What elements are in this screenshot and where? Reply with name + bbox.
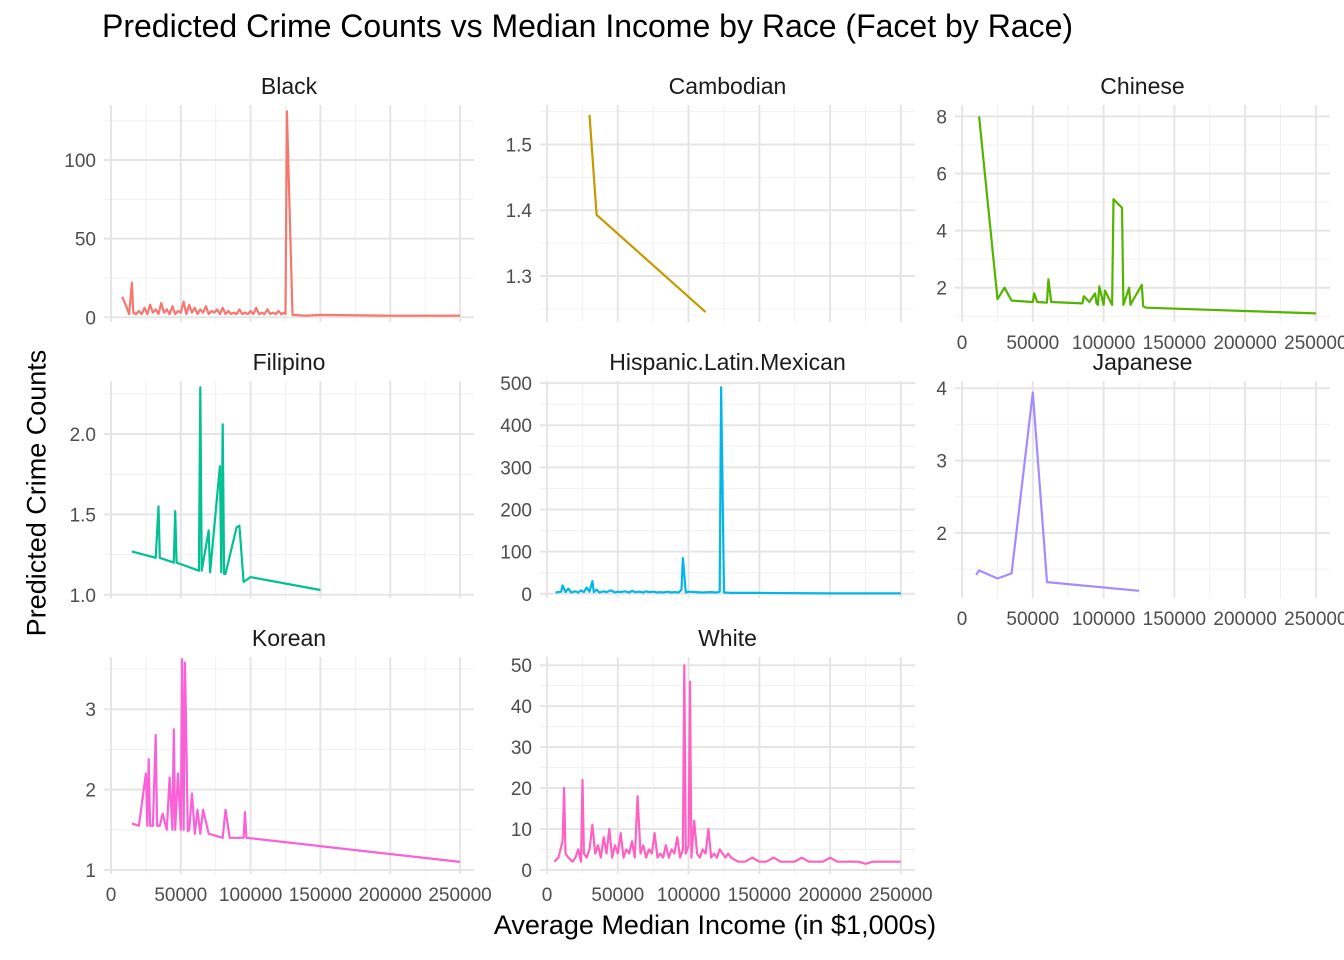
- white-x-tick-label: 150000: [728, 885, 791, 906]
- filipino-series-line: [131, 386, 321, 592]
- white-x-tick-label: 200000: [798, 885, 861, 906]
- japanese-y-tick-label: 3: [936, 452, 947, 473]
- japanese-facet-title: Japanese: [1093, 349, 1193, 375]
- chinese-x-tick-label: 0: [957, 333, 968, 354]
- white-x-tick-label: 100000: [657, 885, 720, 906]
- japanese-y-tick-label: 2: [936, 524, 947, 545]
- chart-title: Predicted Crime Counts vs Median Income …: [102, 8, 1074, 44]
- korean-x-tick-label: 150000: [289, 885, 352, 906]
- japanese-series-line: [975, 391, 1140, 592]
- korean-series-line: [131, 658, 461, 863]
- black-series-line: [121, 110, 460, 317]
- filipino-y-tick-label: 1.0: [70, 586, 96, 607]
- chinese-x-tick-label: 150000: [1143, 333, 1206, 354]
- white-x-tick-label: 0: [542, 885, 553, 906]
- cambodian-y-tick-label: 1.5: [506, 135, 532, 156]
- cambodian-series-line: [588, 114, 707, 313]
- hispanic-latin-mexican-facet-title: Hispanic.Latin.Mexican: [609, 349, 846, 375]
- japanese-x-tick-label: 100000: [1072, 609, 1135, 630]
- x-axis-title: Average Median Income (in $1,000s): [493, 910, 937, 940]
- japanese-y-tick-label: 4: [936, 379, 947, 400]
- white-y-tick-label: 10: [511, 820, 532, 841]
- chinese-x-tick-label: 100000: [1072, 333, 1135, 354]
- black-y-tick-label: 100: [64, 151, 96, 172]
- cambodian-facet-title: Cambodian: [669, 73, 787, 99]
- chinese-x-tick-label: 50000: [1006, 333, 1059, 354]
- white-y-tick-label: 20: [511, 779, 532, 800]
- hispanic-latin-mexican-y-tick-label: 300: [500, 458, 532, 479]
- korean-y-tick-label: 2: [85, 781, 96, 802]
- white-series-line: [553, 664, 901, 865]
- japanese-x-tick-label: 0: [957, 609, 968, 630]
- black-facet-title: Black: [261, 73, 318, 99]
- hispanic-latin-mexican-y-tick-label: 400: [500, 416, 532, 437]
- hispanic-latin-mexican-y-tick-label: 500: [500, 374, 532, 395]
- filipino-y-tick-label: 2.0: [70, 425, 96, 446]
- white-y-tick-label: 30: [511, 738, 532, 759]
- japanese-x-tick-label: 200000: [1213, 609, 1276, 630]
- white-y-tick-label: 0: [521, 861, 532, 882]
- hispanic-latin-mexican-y-tick-label: 100: [500, 543, 532, 564]
- korean-x-tick-label: 0: [106, 885, 117, 906]
- white-x-tick-label: 250000: [869, 885, 932, 906]
- white-facet-title: White: [698, 625, 757, 651]
- korean-facet-title: Korean: [252, 625, 326, 651]
- japanese-x-tick-label: 150000: [1143, 609, 1206, 630]
- white-x-tick-label: 50000: [591, 885, 644, 906]
- white-y-tick-label: 50: [511, 656, 532, 677]
- hispanic-latin-mexican-series-line: [555, 386, 901, 595]
- korean-x-tick-label: 250000: [428, 885, 491, 906]
- chinese-x-tick-label: 250000: [1284, 333, 1344, 354]
- chinese-series-line: [978, 116, 1316, 315]
- korean-x-tick-label: 200000: [359, 885, 422, 906]
- korean-x-tick-label: 50000: [154, 885, 207, 906]
- chinese-y-tick-label: 6: [936, 165, 947, 186]
- chinese-y-tick-label: 4: [936, 222, 947, 243]
- cambodian-y-tick-label: 1.4: [506, 201, 533, 222]
- hispanic-latin-mexican-y-tick-label: 200: [500, 501, 532, 522]
- japanese-x-tick-label: 50000: [1006, 609, 1059, 630]
- chinese-facet-title: Chinese: [1100, 73, 1184, 99]
- black-y-tick-label: 50: [75, 230, 96, 251]
- filipino-y-tick-label: 1.5: [70, 505, 96, 526]
- korean-x-tick-label: 100000: [219, 885, 282, 906]
- korean-y-tick-label: 1: [85, 861, 96, 882]
- cambodian-y-tick-label: 1.3: [506, 267, 532, 288]
- hispanic-latin-mexican-y-tick-label: 0: [521, 585, 532, 606]
- chinese-y-tick-label: 8: [936, 107, 947, 128]
- filipino-facet-title: Filipino: [253, 349, 326, 375]
- black-y-tick-label: 0: [85, 308, 96, 329]
- chinese-x-tick-label: 200000: [1213, 333, 1276, 354]
- white-y-tick-label: 40: [511, 697, 532, 718]
- y-axis-title: Predicted Crime Counts: [21, 349, 52, 637]
- chinese-y-tick-label: 2: [936, 279, 947, 300]
- japanese-x-tick-label: 250000: [1284, 609, 1344, 630]
- korean-y-tick-label: 3: [85, 700, 96, 721]
